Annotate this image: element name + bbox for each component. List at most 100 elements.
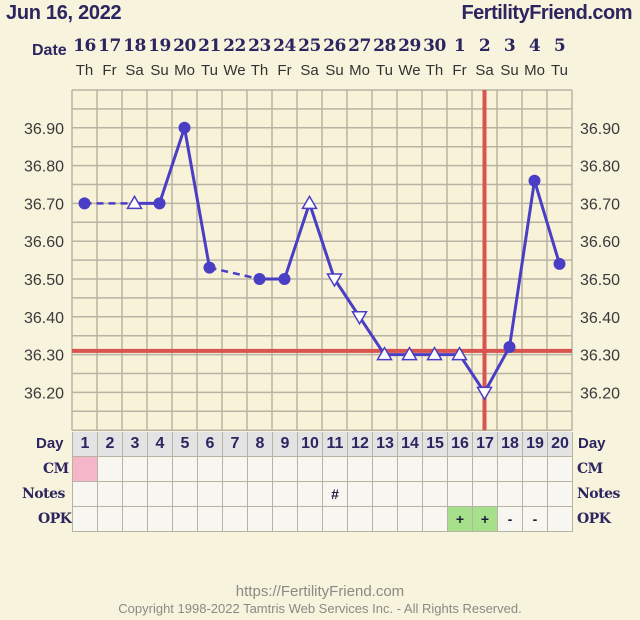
notes-cell[interactable] xyxy=(173,482,198,507)
y-axis-label: 36.40 xyxy=(24,310,64,327)
opk-cell[interactable] xyxy=(248,507,273,532)
opk-cell[interactable]: - xyxy=(523,507,548,532)
notes-cell[interactable] xyxy=(448,482,473,507)
cm-cell[interactable] xyxy=(173,457,198,482)
notes-cell[interactable] xyxy=(98,482,123,507)
day-cell[interactable]: 3 xyxy=(123,432,148,457)
notes-cell[interactable] xyxy=(348,482,373,507)
y-axis-label: 36.50 xyxy=(24,272,64,289)
notes-cell[interactable] xyxy=(273,482,298,507)
day-cell[interactable]: 16 xyxy=(448,432,473,457)
notes-cell[interactable] xyxy=(148,482,173,507)
cm-cell[interactable] xyxy=(273,457,298,482)
cm-cell[interactable] xyxy=(198,457,223,482)
opk-cell[interactable] xyxy=(98,507,123,532)
notes-cell[interactable] xyxy=(72,482,98,507)
day-of-week: Th xyxy=(425,62,444,79)
opk-cell[interactable] xyxy=(223,507,248,532)
opk-cell[interactable] xyxy=(373,507,398,532)
date-number: 3 xyxy=(503,36,516,56)
cm-cell[interactable] xyxy=(523,457,548,482)
opk-cell[interactable] xyxy=(72,507,98,532)
opk-cell[interactable] xyxy=(348,507,373,532)
cm-cell[interactable] xyxy=(323,457,348,482)
cm-cell[interactable] xyxy=(548,457,573,482)
day-cell[interactable]: 11 xyxy=(323,432,348,457)
y-axis-label-right: 36.90 xyxy=(580,121,620,138)
day-cell[interactable]: 17 xyxy=(473,432,498,457)
day-cell[interactable]: 10 xyxy=(298,432,323,457)
footer-copyright: Copyright 1998-2022 Tamtris Web Services… xyxy=(118,601,522,616)
day-cell[interactable]: 4 xyxy=(148,432,173,457)
notes-cell[interactable]: # xyxy=(323,482,348,507)
opk-cell[interactable] xyxy=(173,507,198,532)
opk-cell[interactable]: + xyxy=(473,507,498,532)
day-cell[interactable]: 8 xyxy=(248,432,273,457)
notes-cell[interactable] xyxy=(523,482,548,507)
cm-cell[interactable] xyxy=(123,457,148,482)
day-of-week: Mo xyxy=(524,62,545,79)
notes-cell[interactable] xyxy=(298,482,323,507)
opk-row: + + - - xyxy=(72,507,573,532)
opk-cell[interactable] xyxy=(198,507,223,532)
day-cell[interactable]: 12 xyxy=(348,432,373,457)
day-of-week: We xyxy=(223,62,246,79)
day-cell[interactable]: 13 xyxy=(373,432,398,457)
cm-cell[interactable] xyxy=(72,457,98,482)
cm-cell[interactable] xyxy=(448,457,473,482)
day-cell[interactable]: 2 xyxy=(98,432,123,457)
cm-row xyxy=(72,457,573,482)
opk-cell[interactable] xyxy=(298,507,323,532)
day-cell[interactable]: 14 xyxy=(398,432,423,457)
notes-cell[interactable] xyxy=(198,482,223,507)
day-cell[interactable]: 20 xyxy=(548,432,573,457)
day-cell[interactable]: 18 xyxy=(498,432,523,457)
cm-cell[interactable] xyxy=(98,457,123,482)
cm-cell[interactable] xyxy=(348,457,373,482)
cm-cell[interactable] xyxy=(298,457,323,482)
footer-url-link[interactable]: https://FertilityFriend.com xyxy=(235,583,405,600)
y-axis-label-right: 36.50 xyxy=(580,272,620,289)
day-cell[interactable]: 6 xyxy=(198,432,223,457)
opk-cell[interactable] xyxy=(273,507,298,532)
date-number: 22 xyxy=(223,36,246,56)
opk-cell[interactable] xyxy=(548,507,573,532)
cm-cell[interactable] xyxy=(223,457,248,482)
opk-cell[interactable]: - xyxy=(498,507,523,532)
opk-cell[interactable]: + xyxy=(448,507,473,532)
day-cell[interactable]: 9 xyxy=(273,432,298,457)
brand-logo-text[interactable]: FertilityFriend.com xyxy=(461,2,632,24)
temp-point-circle-icon xyxy=(178,121,191,134)
notes-cell[interactable] xyxy=(223,482,248,507)
date-number: 4 xyxy=(528,36,541,56)
cm-cell[interactable] xyxy=(473,457,498,482)
cm-cell[interactable] xyxy=(248,457,273,482)
notes-cell[interactable] xyxy=(473,482,498,507)
temp-point-triangle-up-icon xyxy=(426,346,443,361)
cm-cell[interactable] xyxy=(398,457,423,482)
day-cell[interactable]: 5 xyxy=(173,432,198,457)
notes-cell[interactable] xyxy=(548,482,573,507)
cm-cell[interactable] xyxy=(498,457,523,482)
cm-cell[interactable] xyxy=(373,457,398,482)
notes-cell[interactable] xyxy=(373,482,398,507)
opk-cell[interactable] xyxy=(398,507,423,532)
opk-cell[interactable] xyxy=(148,507,173,532)
day-cell[interactable]: 1 xyxy=(72,432,98,457)
day-cell[interactable]: 7 xyxy=(223,432,248,457)
notes-cell[interactable] xyxy=(398,482,423,507)
opk-cell[interactable] xyxy=(123,507,148,532)
day-cell[interactable]: 19 xyxy=(523,432,548,457)
day-of-week: Th xyxy=(250,62,269,79)
notes-cell[interactable] xyxy=(498,482,523,507)
notes-cell[interactable] xyxy=(123,482,148,507)
opk-cell[interactable] xyxy=(323,507,348,532)
y-axis-label-right: 36.80 xyxy=(580,159,620,176)
notes-cell[interactable] xyxy=(423,482,448,507)
day-cell[interactable]: 15 xyxy=(423,432,448,457)
cm-cell[interactable] xyxy=(423,457,448,482)
cm-cell[interactable] xyxy=(148,457,173,482)
opk-cell[interactable] xyxy=(423,507,448,532)
notes-cell[interactable] xyxy=(248,482,273,507)
temp-point-circle-icon xyxy=(553,257,566,270)
